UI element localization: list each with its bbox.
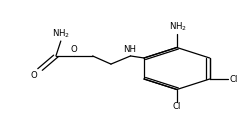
Text: NH$_2$: NH$_2$ <box>169 20 187 33</box>
Text: NH: NH <box>123 45 136 54</box>
Text: O: O <box>71 45 78 54</box>
Text: Cl: Cl <box>229 75 238 84</box>
Text: O: O <box>31 71 38 80</box>
Text: Cl: Cl <box>173 102 181 111</box>
Text: NH$_2$: NH$_2$ <box>52 27 70 40</box>
